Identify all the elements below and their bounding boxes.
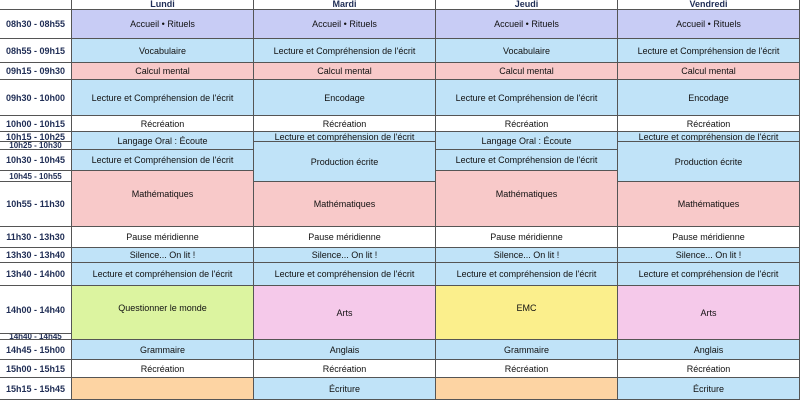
- activity-cell-mardi: Pause méridienne: [254, 227, 436, 248]
- activity-cell-mardi: Lecture et Compréhension de l'écrit: [254, 39, 436, 63]
- activity-cell-jeudi: [436, 378, 618, 400]
- time-slot: 14h00 - 14h40: [0, 286, 72, 334]
- activity-cell-jeudi: Lecture et compréhension de l'écrit: [436, 263, 618, 286]
- activity-cell-jeudi: Lecture et Compréhension de l'écrit: [436, 150, 618, 171]
- activity-cell-vendredi: Anglais: [618, 340, 800, 360]
- time-slot: 10h55 - 11h30: [0, 182, 72, 227]
- activity-cell-lundi: Lecture et Compréhension de l'écrit: [72, 150, 254, 171]
- day-header-lundi: Lundi: [72, 0, 254, 10]
- activity-cell-mardi: Lecture et compréhension de l'écrit: [254, 263, 436, 286]
- activity-cell-vendredi: Lecture et compréhension de l'écrit: [618, 132, 800, 142]
- activity-cell-vendredi: Silence... On lit !: [618, 248, 800, 263]
- time-slot: 10h15 - 10h25: [0, 132, 72, 142]
- activity-cell-jeudi: Lecture et Compréhension de l'écrit: [436, 80, 618, 116]
- activity-cell-mardi: Lecture et compréhension de l'écrit: [254, 132, 436, 142]
- activity-cell-vendredi: Calcul mental: [618, 63, 800, 80]
- activity-cell-mardi: Récréation: [254, 360, 436, 378]
- activity-cell-vendredi: Mathématiques: [618, 182, 800, 227]
- time-slot: 10h00 - 10h15: [0, 116, 72, 132]
- day-header-jeudi: Jeudi: [436, 0, 618, 10]
- time-slot: 14h45 - 15h00: [0, 340, 72, 360]
- activity-cell-vendredi: Encodage: [618, 80, 800, 116]
- time-slot: 10h45 - 10h55: [0, 171, 72, 182]
- activity-cell-lundi: [72, 378, 254, 400]
- activity-cell-mardi: Arts: [254, 286, 436, 340]
- time-slot: 14h40 - 14h45: [0, 334, 72, 340]
- time-slot: 11h30 - 13h30: [0, 227, 72, 248]
- activity-cell-jeudi: EMC: [436, 286, 618, 340]
- activity-cell-jeudi: Accueil • Rituels: [436, 10, 618, 39]
- activity-cell-lundi: Lecture et compréhension de l'écrit: [72, 263, 254, 286]
- activity-cell-lundi: Récréation: [72, 360, 254, 378]
- time-slot: 10h30 - 10h45: [0, 150, 72, 171]
- time-slot: 09h15 - 09h30: [0, 63, 72, 80]
- time-slot: 15h15 - 15h45: [0, 378, 72, 400]
- activity-cell-lundi: Accueil • Rituels: [72, 10, 254, 39]
- activity-cell-lundi: Grammaire: [72, 340, 254, 360]
- time-slot: 15h00 - 15h15: [0, 360, 72, 378]
- time-slot: 13h30 - 13h40: [0, 248, 72, 263]
- activity-cell-lundi: Lecture et Compréhension de l'écrit: [72, 80, 254, 116]
- activity-cell-vendredi: Récréation: [618, 360, 800, 378]
- activity-cell-mardi: Encodage: [254, 80, 436, 116]
- activity-cell-jeudi: Pause méridienne: [436, 227, 618, 248]
- activity-cell-vendredi: Pause méridienne: [618, 227, 800, 248]
- day-header-vendredi: Vendredi: [618, 0, 800, 10]
- activity-cell-jeudi: Grammaire: [436, 340, 618, 360]
- activity-cell-jeudi: Récréation: [436, 360, 618, 378]
- activity-cell-lundi: Questionner le monde: [72, 286, 254, 340]
- time-slot: 08h30 - 08h55: [0, 10, 72, 39]
- activity-cell-lundi: Silence... On lit !: [72, 248, 254, 263]
- time-slot: 10h25 - 10h30: [0, 142, 72, 150]
- activity-cell-vendredi: Accueil • Rituels: [618, 10, 800, 39]
- activity-cell-vendredi: Écriture: [618, 378, 800, 400]
- activity-cell-jeudi: Calcul mental: [436, 63, 618, 80]
- activity-cell-jeudi: Langage Oral : Écoute: [436, 132, 618, 150]
- activity-cell-mardi: Production écrite: [254, 142, 436, 182]
- activity-cell-lundi: Récréation: [72, 116, 254, 132]
- activity-cell-lundi: Vocabulaire: [72, 39, 254, 63]
- activity-cell-mardi: Récréation: [254, 116, 436, 132]
- day-header-mardi: Mardi: [254, 0, 436, 10]
- activity-cell-vendredi: Arts: [618, 286, 800, 340]
- time-slot: 13h40 - 14h00: [0, 263, 72, 286]
- time-slot: 09h30 - 10h00: [0, 80, 72, 116]
- activity-cell-mardi: Accueil • Rituels: [254, 10, 436, 39]
- activity-cell-jeudi: Mathématiques: [436, 171, 618, 227]
- activity-cell-lundi: Pause méridienne: [72, 227, 254, 248]
- activity-cell-jeudi: Vocabulaire: [436, 39, 618, 63]
- activity-cell-mardi: Anglais: [254, 340, 436, 360]
- activity-cell-lundi: Calcul mental: [72, 63, 254, 80]
- activity-cell-mardi: Mathématiques: [254, 182, 436, 227]
- corner-cell: [0, 0, 72, 10]
- activity-cell-lundi: Mathématiques: [72, 171, 254, 227]
- activity-cell-vendredi: Récréation: [618, 116, 800, 132]
- activity-cell-vendredi: Production écrite: [618, 142, 800, 182]
- activity-cell-vendredi: Lecture et Compréhension de l'écrit: [618, 39, 800, 63]
- activity-cell-vendredi: Lecture et compréhension de l'écrit: [618, 263, 800, 286]
- activity-cell-lundi: Langage Oral : Écoute: [72, 132, 254, 150]
- activity-cell-mardi: Calcul mental: [254, 63, 436, 80]
- activity-cell-jeudi: Silence... On lit !: [436, 248, 618, 263]
- time-slot: 08h55 - 09h15: [0, 39, 72, 63]
- activity-cell-mardi: Écriture: [254, 378, 436, 400]
- activity-cell-jeudi: Récréation: [436, 116, 618, 132]
- activity-cell-mardi: Silence... On lit !: [254, 248, 436, 263]
